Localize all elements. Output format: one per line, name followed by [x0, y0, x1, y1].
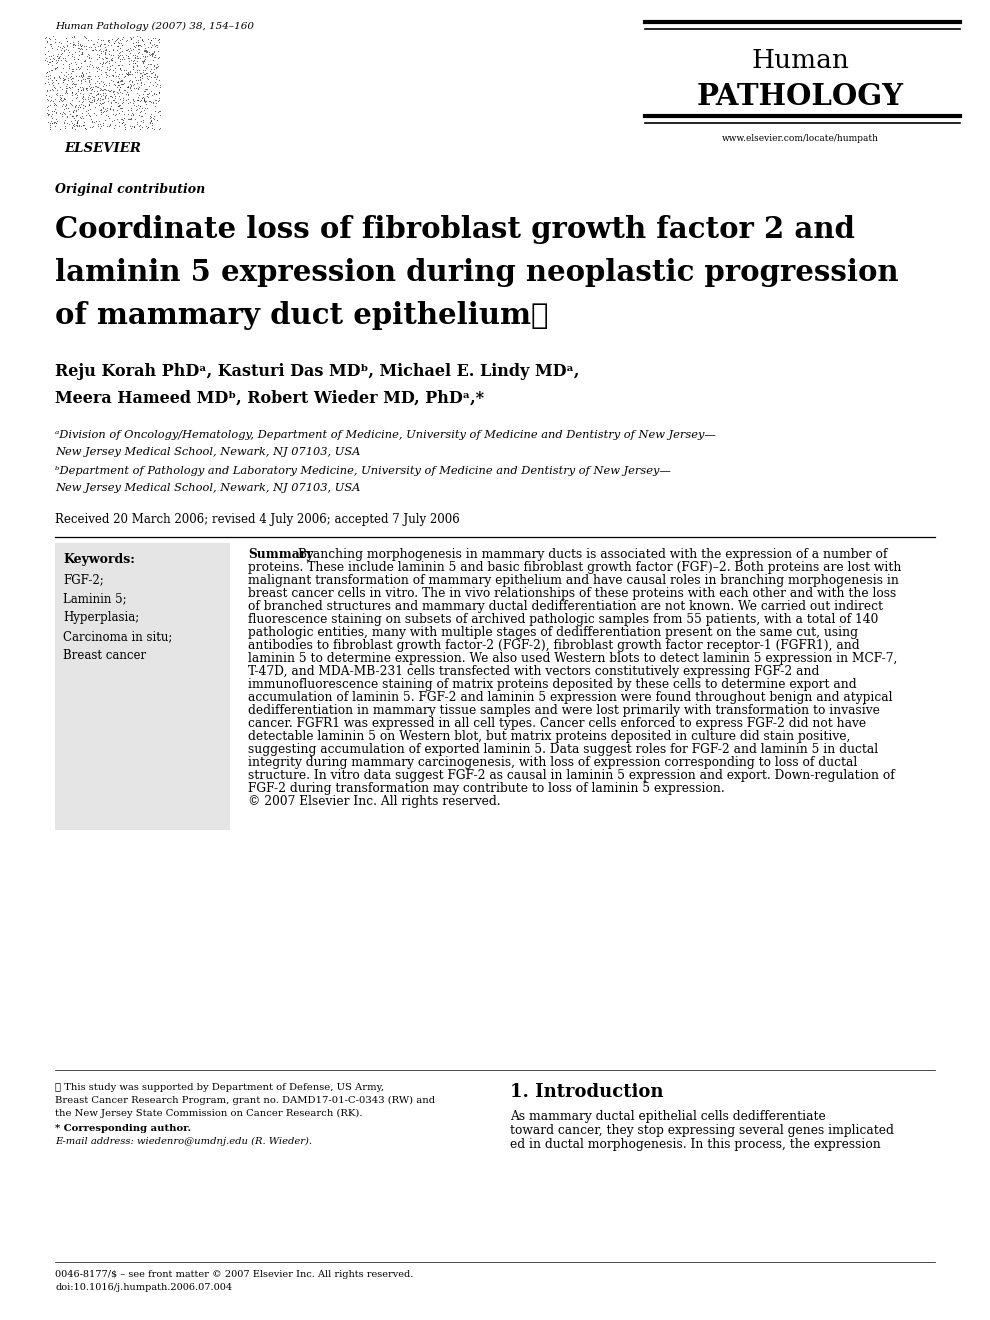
Text: doi:10.1016/j.humpath.2006.07.004: doi:10.1016/j.humpath.2006.07.004: [55, 1283, 232, 1292]
Text: immunofluorescence staining of matrix proteins deposited by these cells to deter: immunofluorescence staining of matrix pr…: [248, 678, 856, 690]
Text: New Jersey Medical School, Newark, NJ 07103, USA: New Jersey Medical School, Newark, NJ 07…: [55, 447, 360, 457]
Text: Branching morphogenesis in mammary ducts is associated with the expression of a : Branching morphogenesis in mammary ducts…: [298, 548, 887, 561]
Text: ᵇDepartment of Pathology and Laboratory Medicine, University of Medicine and Den: ᵇDepartment of Pathology and Laboratory …: [55, 466, 671, 477]
Text: As mammary ductal epithelial cells dedifferentiate: As mammary ductal epithelial cells dedif…: [510, 1110, 826, 1123]
Text: * Corresponding author.: * Corresponding author.: [55, 1125, 191, 1133]
Text: Keywords:: Keywords:: [63, 553, 135, 566]
Text: Breast Cancer Research Program, grant no. DAMD17-01-C-0343 (RW) and: Breast Cancer Research Program, grant no…: [55, 1096, 436, 1105]
Text: Hyperplasia;: Hyperplasia;: [63, 611, 140, 624]
Text: Reju Korah PhDᵃ, Kasturi Das MDᵇ, Michael E. Lindy MDᵃ,: Reju Korah PhDᵃ, Kasturi Das MDᵇ, Michae…: [55, 363, 579, 380]
Text: FGF-2 during transformation may contribute to loss of laminin 5 expression.: FGF-2 during transformation may contribu…: [248, 781, 725, 795]
Text: Coordinate loss of fibroblast growth factor 2 and: Coordinate loss of fibroblast growth fac…: [55, 215, 855, 244]
Text: ᵃDivision of Oncology/Hematology, Department of Medicine, University of Medicine: ᵃDivision of Oncology/Hematology, Depart…: [55, 430, 716, 440]
Text: malignant transformation of mammary epithelium and have causal roles in branchin: malignant transformation of mammary epit…: [248, 574, 899, 587]
Bar: [55, 543, 230, 830]
Text: breast cancer cells in vitro. The in vivo relationships of these proteins with e: breast cancer cells in vitro. The in viv…: [248, 587, 896, 601]
Text: PATHOLOGY: PATHOLOGY: [697, 82, 904, 111]
Text: toward cancer, they stop expressing several genes implicated: toward cancer, they stop expressing seve…: [510, 1125, 894, 1137]
Text: ed in ductal morphogenesis. In this process, the expression: ed in ductal morphogenesis. In this proc…: [510, 1138, 881, 1151]
Text: 1. Introduction: 1. Introduction: [510, 1082, 663, 1101]
Text: laminin 5 to determine expression. We also used Western blots to detect laminin : laminin 5 to determine expression. We al…: [248, 652, 897, 665]
Text: ELSEVIER: ELSEVIER: [64, 143, 141, 154]
Text: integrity during mammary carcinogenesis, with loss of expression corresponding t: integrity during mammary carcinogenesis,…: [248, 756, 857, 770]
Text: antibodies to fibroblast growth factor-2 (FGF-2), fibroblast growth factor recep: antibodies to fibroblast growth factor-2…: [248, 639, 859, 652]
Text: proteins. These include laminin 5 and basic fibroblast growth factor (FGF)–2. Bo: proteins. These include laminin 5 and ba…: [248, 561, 901, 574]
Text: Meera Hameed MDᵇ, Robert Wieder MD, PhDᵃ,*: Meera Hameed MDᵇ, Robert Wieder MD, PhDᵃ…: [55, 389, 484, 407]
Text: T-47D, and MDA-MB-231 cells transfected with vectors constitutively expressing F: T-47D, and MDA-MB-231 cells transfected …: [248, 665, 820, 678]
Text: cancer. FGFR1 was expressed in all cell types. Cancer cells enforced to express : cancer. FGFR1 was expressed in all cell …: [248, 717, 866, 730]
Text: structure. In vitro data suggest FGF-2 as causal in laminin 5 expression and exp: structure. In vitro data suggest FGF-2 a…: [248, 770, 895, 781]
Text: laminin 5 expression during neoplastic progression: laminin 5 expression during neoplastic p…: [55, 257, 899, 286]
Text: Breast cancer: Breast cancer: [63, 649, 147, 663]
Text: dedifferentiation in mammary tissue samples and were lost primarily with transfo: dedifferentiation in mammary tissue samp…: [248, 704, 880, 717]
Text: 0046-8177/$ – see front matter © 2007 Elsevier Inc. All rights reserved.: 0046-8177/$ – see front matter © 2007 El…: [55, 1270, 414, 1279]
Text: fluorescence staining on subsets of archived pathologic samples from 55 patients: fluorescence staining on subsets of arch…: [248, 612, 878, 626]
Text: Human: Human: [751, 48, 849, 73]
Text: of mammary duct epithelium☆: of mammary duct epithelium☆: [55, 301, 548, 330]
Text: E-mail address: wiedenro@umdnj.edu (R. Wieder).: E-mail address: wiedenro@umdnj.edu (R. W…: [55, 1137, 312, 1146]
Text: Received 20 March 2006; revised 4 July 2006; accepted 7 July 2006: Received 20 March 2006; revised 4 July 2…: [55, 513, 459, 525]
Text: New Jersey Medical School, Newark, NJ 07103, USA: New Jersey Medical School, Newark, NJ 07…: [55, 483, 360, 492]
Text: the New Jersey State Commission on Cancer Research (RK).: the New Jersey State Commission on Cance…: [55, 1109, 362, 1118]
Text: suggesting accumulation of exported laminin 5. Data suggest roles for FGF-2 and : suggesting accumulation of exported lami…: [248, 743, 878, 756]
Text: www.elsevier.com/locate/humpath: www.elsevier.com/locate/humpath: [722, 135, 878, 143]
Text: Laminin 5;: Laminin 5;: [63, 591, 127, 605]
Text: Carcinoma in situ;: Carcinoma in situ;: [63, 630, 172, 643]
Text: Human Pathology (2007) 38, 154–160: Human Pathology (2007) 38, 154–160: [55, 22, 254, 32]
Text: accumulation of laminin 5. FGF-2 and laminin 5 expression were found throughout : accumulation of laminin 5. FGF-2 and lam…: [248, 690, 893, 704]
Text: ★ This study was supported by Department of Defense, US Army,: ★ This study was supported by Department…: [55, 1082, 384, 1092]
Text: Original contribution: Original contribution: [55, 183, 205, 195]
Text: of branched structures and mammary ductal dedifferentiation are not known. We ca: of branched structures and mammary ducta…: [248, 601, 883, 612]
Text: pathologic entities, many with multiple stages of dedifferentiation present on t: pathologic entities, many with multiple …: [248, 626, 858, 639]
Text: FGF-2;: FGF-2;: [63, 573, 104, 586]
Text: © 2007 Elsevier Inc. All rights reserved.: © 2007 Elsevier Inc. All rights reserved…: [248, 795, 501, 808]
Text: detectable laminin 5 on Western blot, but matrix proteins deposited in culture d: detectable laminin 5 on Western blot, bu…: [248, 730, 850, 743]
Text: Summary: Summary: [248, 548, 314, 561]
